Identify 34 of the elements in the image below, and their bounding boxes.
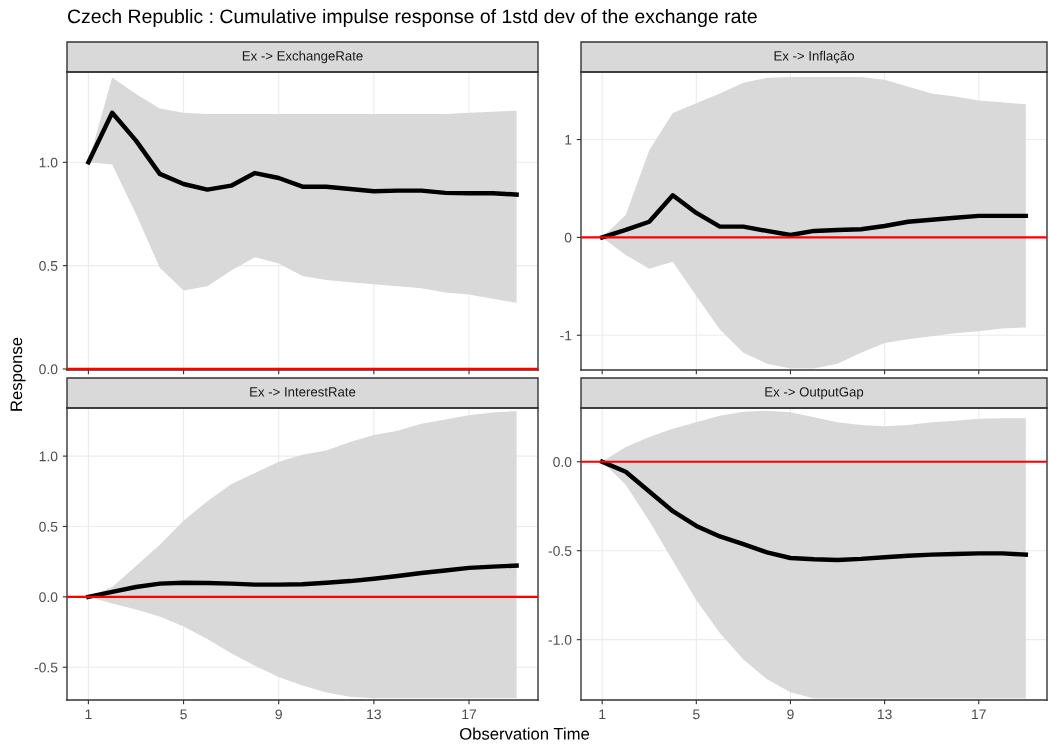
x-tick-label: 1 bbox=[599, 709, 606, 720]
y-tick-label: -1 bbox=[560, 330, 572, 341]
line-series bbox=[86, 110, 519, 197]
y-tick-label: 0.5 bbox=[39, 260, 58, 271]
x-tick-label: 5 bbox=[180, 709, 187, 720]
y-tick-label: 0.0 bbox=[553, 457, 572, 467]
y-tick-label: 0 bbox=[564, 232, 572, 243]
y-tick-label: 1.0 bbox=[39, 157, 58, 168]
y-tick-label: 0.0 bbox=[39, 364, 58, 375]
line-series bbox=[599, 459, 1029, 563]
x-tick-label: 9 bbox=[787, 709, 794, 720]
x-axis-title: Observation Time bbox=[459, 727, 590, 740]
chart-title: Ex -> OutputGap bbox=[765, 387, 864, 400]
y-tick-label: -0.5 bbox=[34, 662, 58, 673]
x-tick-label: 5 bbox=[693, 709, 700, 720]
chart-title: Ex -> InterestRate bbox=[250, 387, 356, 397]
chart-title: Ex -> Inflação bbox=[774, 50, 854, 64]
x-tick-label: 17 bbox=[462, 709, 477, 720]
x-tick-label: 13 bbox=[367, 709, 381, 720]
text: Czech Republic : Cumulative impulse response of 1std dev of the exchange rate bbox=[67, 8, 757, 28]
y-tick-label: 1.0 bbox=[39, 451, 58, 462]
chart-title: Ex -> ExchangeRate bbox=[242, 50, 363, 64]
x-tick-label: 9 bbox=[275, 709, 282, 720]
x-tick-label: 17 bbox=[972, 709, 986, 720]
x-tick-label: 1 bbox=[85, 709, 92, 720]
x-tick-label: 13 bbox=[877, 709, 892, 720]
line-series bbox=[86, 563, 519, 600]
y-tick-label: -1.0 bbox=[548, 635, 572, 645]
y-axis-title: Response bbox=[10, 337, 26, 411]
y-tick-label: 0.0 bbox=[39, 592, 58, 603]
y-tick-label: 0.5 bbox=[39, 521, 58, 532]
line-series bbox=[599, 193, 1029, 240]
y-tick-label: 1 bbox=[565, 135, 572, 145]
y-tick-label: -0.5 bbox=[548, 546, 572, 556]
